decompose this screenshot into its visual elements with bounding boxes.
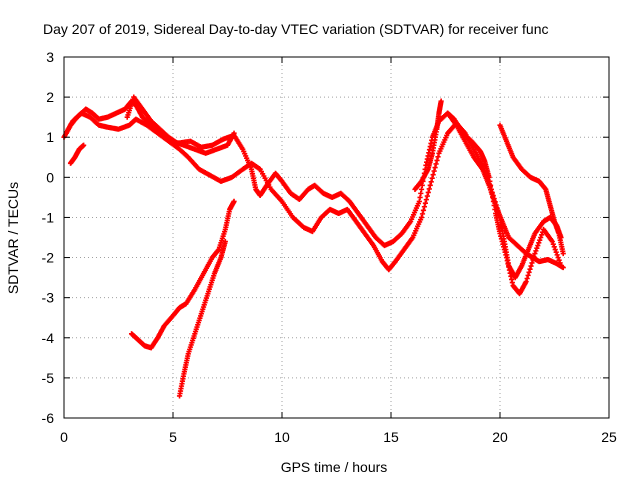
- data-point: [222, 238, 228, 245]
- data-point: [537, 237, 543, 243]
- data-point: [525, 272, 531, 278]
- grid: [64, 57, 609, 418]
- series-track-5: [497, 122, 566, 257]
- data-point: [430, 172, 436, 178]
- series-track-7: [176, 238, 228, 399]
- chart-title: Day 207 of 2019, Sidereal Day-to-day VTE…: [43, 21, 549, 37]
- y-tick-label: -2: [42, 250, 55, 266]
- data-point: [435, 154, 441, 160]
- data-point: [424, 193, 430, 199]
- y-tick-label: 1: [46, 129, 54, 145]
- data-point: [231, 198, 237, 204]
- x-tick-label: 0: [60, 429, 68, 445]
- x-tick-label: 20: [492, 429, 508, 445]
- series-track-6: [128, 198, 237, 351]
- data-point: [549, 238, 555, 245]
- x-tick-label: 5: [169, 429, 177, 445]
- data-point: [421, 204, 428, 210]
- data-point: [538, 234, 544, 241]
- y-tick-label: -5: [42, 370, 55, 386]
- data-point: [438, 98, 444, 104]
- y-tick-label: -3: [42, 290, 55, 306]
- data-point: [429, 175, 435, 181]
- data-point: [426, 186, 432, 192]
- data-point: [539, 232, 545, 238]
- data-point: [550, 241, 556, 247]
- data-point: [433, 161, 439, 167]
- data-point: [432, 164, 438, 171]
- data-point: [532, 250, 538, 257]
- data-point: [425, 189, 431, 196]
- data-point: [534, 245, 540, 251]
- x-tick-label: 10: [274, 429, 290, 445]
- x-tick-label: 25: [601, 429, 617, 445]
- data-point: [418, 214, 425, 221]
- data-point: [529, 260, 535, 266]
- data-point: [523, 279, 529, 285]
- y-tick-label: 2: [46, 89, 54, 105]
- y-tick-label: 0: [46, 169, 54, 185]
- data-point: [527, 266, 533, 272]
- series-track-9: [412, 98, 444, 192]
- data-point: [536, 240, 542, 246]
- data-point: [419, 211, 426, 217]
- data-point: [554, 252, 560, 258]
- data-point: [528, 263, 534, 269]
- y-tick-label: -6: [42, 410, 55, 426]
- data-point: [560, 264, 566, 271]
- data-point: [420, 207, 427, 213]
- data-point: [428, 179, 434, 185]
- data-points: [61, 94, 566, 399]
- x-axis-label: GPS time / hours: [281, 459, 388, 475]
- data-point: [422, 200, 428, 206]
- data-point: [553, 249, 559, 255]
- data-point: [427, 182, 433, 188]
- series-track-4: [445, 110, 566, 271]
- series-track-8: [67, 142, 87, 166]
- y-tick-label: -4: [42, 330, 55, 346]
- axis-ticks: 0 5 10 15 20 25 -6 -5 -4 -3 -2 -1 0 1 2 3: [42, 49, 617, 445]
- data-point: [556, 257, 562, 263]
- x-tick-label: 15: [383, 429, 399, 445]
- data-point: [552, 246, 558, 253]
- data-point: [431, 168, 437, 174]
- data-point: [81, 142, 87, 148]
- y-tick-label: 3: [46, 49, 54, 65]
- y-tick-label: -1: [42, 209, 55, 225]
- data-point: [526, 269, 532, 275]
- data-point: [551, 244, 557, 250]
- data-point: [535, 242, 541, 249]
- data-point: [560, 250, 566, 257]
- data-point: [423, 197, 429, 203]
- series-track-2: [63, 110, 564, 281]
- y-axis-label: SDTVAR / TECUs: [5, 182, 21, 294]
- data-point: [434, 157, 440, 163]
- data-point: [533, 248, 539, 254]
- data-point: [555, 254, 561, 261]
- plot-frame: [63, 56, 610, 419]
- data-point: [524, 275, 530, 282]
